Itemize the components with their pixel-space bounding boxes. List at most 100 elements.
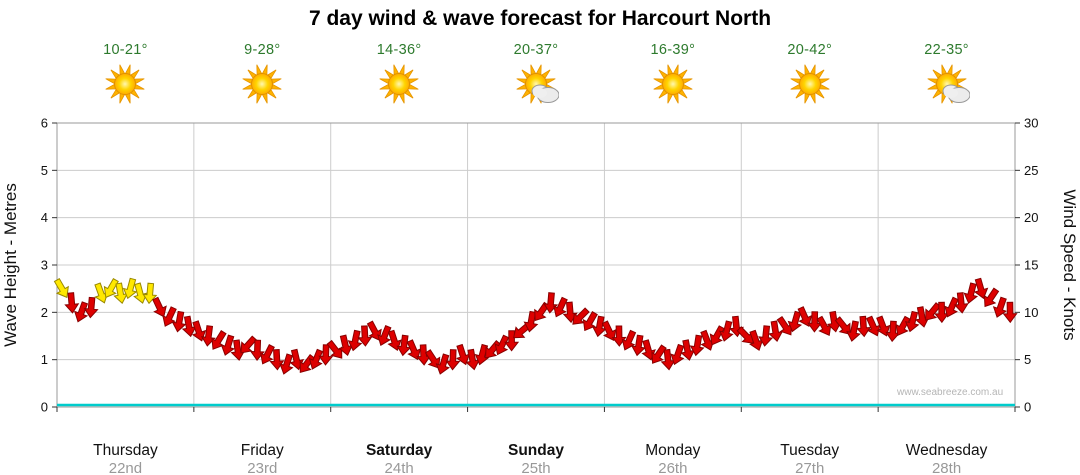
wind-arrow [797, 306, 813, 327]
page-title: 7 day wind & wave forecast for Harcourt … [308, 7, 772, 30]
right-tick-label: 5 [1024, 352, 1031, 367]
left-tick-label: 4 [41, 210, 48, 225]
right-tick-label: 15 [1024, 258, 1038, 273]
wind-arrow [689, 334, 705, 357]
wind-arrow [553, 296, 568, 318]
wind-arrow [377, 325, 392, 347]
temp-range: 20-37° [513, 42, 559, 58]
daily-forecast-row: 10-21° 9-28° 14-36° 20-37° 16-39° 20-42° 22-35… [0, 42, 1080, 126]
wind-arrow [973, 277, 989, 300]
wind-arrow [876, 315, 891, 337]
sun-cloud-icon [490, 61, 582, 107]
wind-arrow [133, 282, 148, 304]
left-tick-label: 5 [41, 163, 48, 178]
day-date-label: 24th [385, 460, 414, 475]
wind-arrow [504, 330, 520, 352]
wind-arrow [240, 335, 258, 354]
wind-arrow [73, 301, 89, 323]
right-axis-label: Wind Speed - Knots [1060, 189, 1079, 340]
wind-arrow [670, 343, 685, 366]
wind-arrow [83, 296, 99, 319]
day-name-label: Saturday [366, 442, 433, 459]
wind-arrow [200, 325, 216, 347]
day-forecast-wednesday: 22-35° [901, 42, 993, 107]
day-name-label: Sunday [508, 442, 564, 459]
day-date-label: 22nd [109, 460, 142, 475]
wind-arrow [318, 344, 334, 366]
wind-arrow [53, 277, 69, 299]
day-forecast-thursday: 10-21° [79, 42, 171, 107]
left-tick-label: 6 [41, 116, 48, 131]
right-tick-label: 20 [1024, 210, 1038, 225]
wind-arrow [308, 348, 324, 370]
temp-range: 20-42° [787, 42, 833, 58]
wind-arrow [992, 296, 1008, 318]
right-tick-label: 30 [1024, 116, 1038, 131]
right-tick-label: 10 [1024, 305, 1038, 320]
day-name-label: Wednesday [906, 442, 988, 459]
day-name-label: Monday [645, 442, 700, 459]
wind-arrow [631, 334, 646, 357]
sun-icon [627, 61, 719, 107]
wind-arrow [601, 320, 617, 342]
wind-arrow [171, 310, 187, 333]
sun-icon [79, 61, 171, 107]
wind-arrow [191, 320, 207, 342]
sun-icon [353, 61, 445, 107]
wind-arrow [983, 287, 1000, 308]
wind-arrow [435, 353, 450, 375]
wind-arrow [846, 320, 861, 342]
wind-arrow [582, 311, 598, 332]
sun-icon [764, 61, 856, 107]
temp-range: 9-28° [244, 42, 281, 58]
temp-range: 22-35° [924, 42, 969, 58]
right-tick-label: 0 [1024, 400, 1031, 415]
temp-range: 16-39° [650, 42, 696, 58]
wind-arrow [260, 344, 275, 365]
wind-arrow [944, 296, 959, 318]
wind-arrow [895, 315, 911, 336]
temp-range: 10-21° [103, 42, 148, 58]
wind-arrow [1002, 301, 1018, 324]
day-date-label: 26th [658, 460, 687, 475]
day-name-label: Thursday [93, 442, 158, 459]
temp-range: 14-36° [376, 42, 422, 58]
day-name-label: Friday [241, 442, 284, 459]
wind-arrow [904, 310, 920, 333]
wind-arrow [787, 310, 803, 333]
wind-arrow [142, 282, 158, 305]
wind-arrow [279, 353, 294, 375]
left-axis-label: Wave Height - Metres [1, 183, 20, 347]
wind-arrow [445, 349, 461, 371]
wind-arrow [834, 316, 851, 335]
wind-arrow [347, 329, 363, 352]
day-forecast-saturday: 14-36° [353, 42, 445, 107]
wind-arrow [925, 302, 942, 321]
wind-arrow [64, 292, 80, 314]
wind-wave-chart: Wave Height - Metres Wind Speed - Knots … [1, 116, 1079, 475]
wind-arrow [621, 329, 637, 351]
wind-arrow [758, 325, 774, 347]
right-tick-label: 25 [1024, 163, 1038, 178]
left-tick-label: 3 [41, 258, 48, 273]
day-name-label: Tuesday [780, 442, 839, 459]
wind-arrow [162, 306, 177, 327]
wind-arrow [651, 344, 667, 364]
wind-arrow [523, 310, 539, 333]
wind-arrow [494, 334, 510, 356]
wind-arrow [572, 307, 590, 325]
day-forecast-sunday: 20-37° [490, 42, 582, 107]
wind-arrow [719, 320, 734, 342]
wind-arrow [357, 325, 373, 347]
wind-arrow [103, 277, 119, 299]
wind-arrow [963, 282, 979, 304]
sun-icon [216, 61, 308, 107]
day-forecast-friday: 9-28° [216, 42, 308, 107]
wind-arrow [152, 296, 167, 318]
day-date-label: 25th [521, 460, 550, 475]
day-date-label: 23rd [247, 460, 277, 475]
wind-arrow [122, 277, 138, 300]
left-tick-label: 1 [41, 352, 48, 367]
wind-arrow [709, 325, 725, 346]
left-tick-label: 0 [41, 400, 48, 415]
